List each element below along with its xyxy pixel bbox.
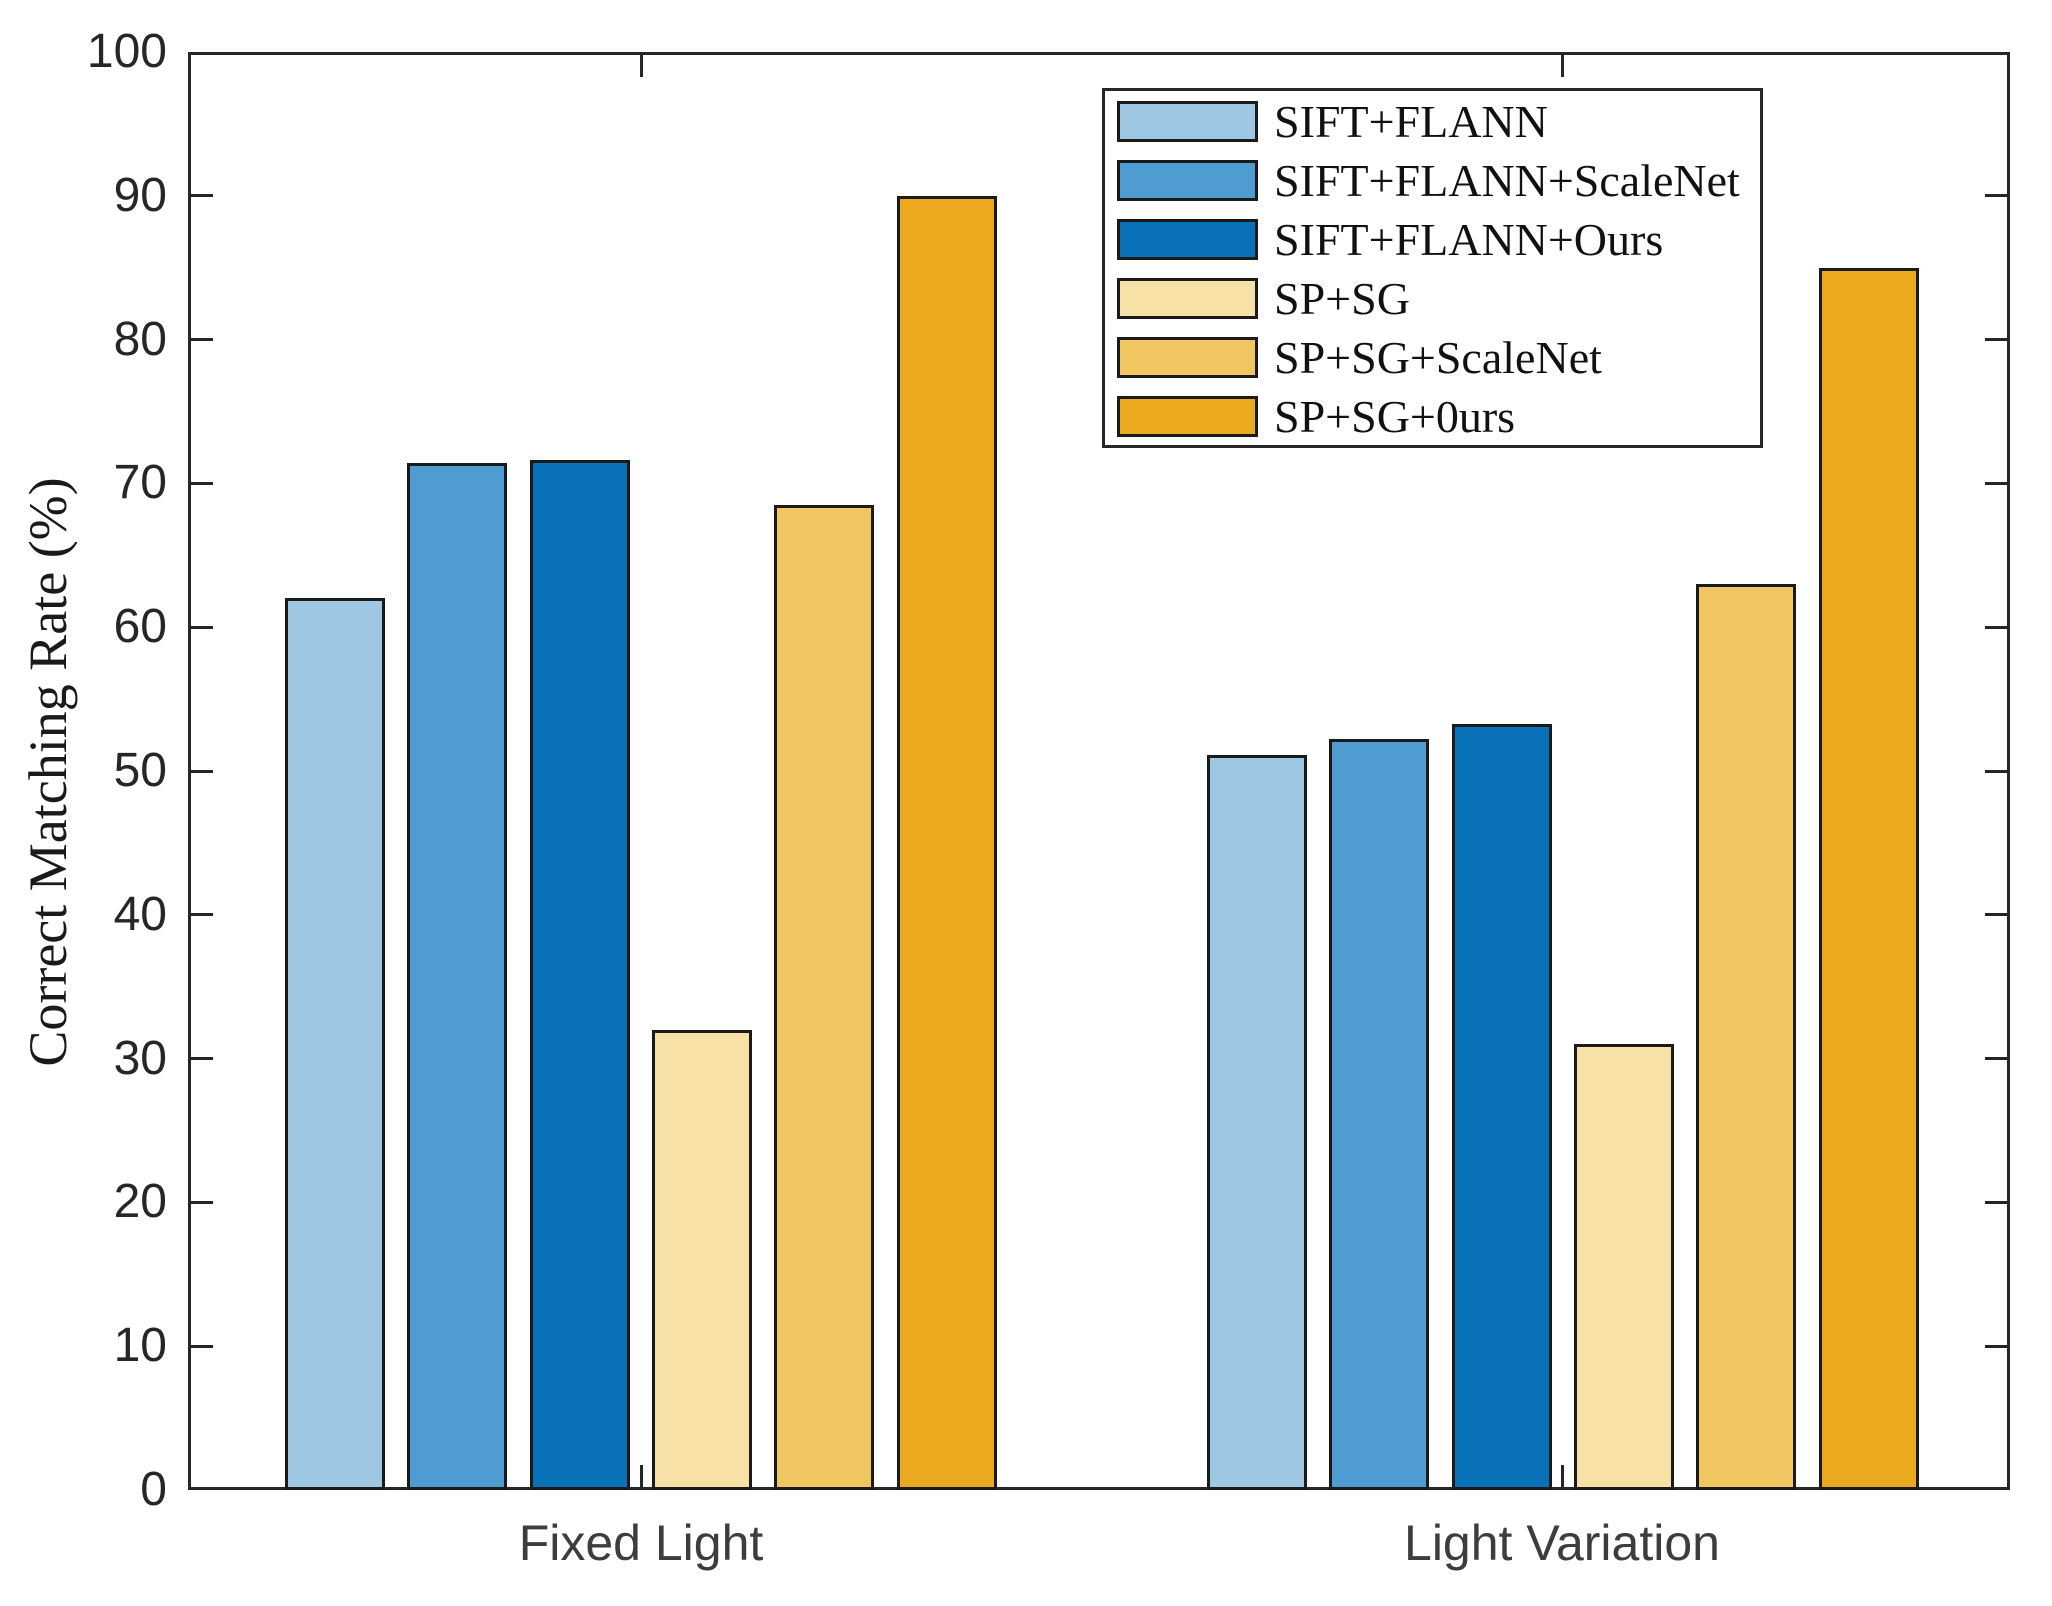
y-tick-right-30 xyxy=(1985,1057,2007,1061)
legend-label-sift-flann-ours: SIFT+FLANN+Ours xyxy=(1274,213,1664,265)
legend-swatch-sift-flann-ours xyxy=(1117,219,1258,260)
y-tick-right-80 xyxy=(1985,338,2007,342)
bar-fixed-light-sift-flann xyxy=(285,598,385,1490)
legend: SIFT+FLANN SIFT+FLANN+ScaleNet SIFT+FLANN+… xyxy=(1102,88,1763,448)
legend-item-sp-sg: SP+SG xyxy=(1117,272,1760,324)
x-category-label-fixed-light: Fixed Light xyxy=(518,1515,764,1571)
bar-fixed-light-sift-flann-scalenet xyxy=(407,463,508,1490)
x-tick-top-fixed-light xyxy=(639,55,643,77)
legend-swatch-sp-sg-scalenet xyxy=(1117,337,1258,378)
y-tick-label-90: 90 xyxy=(113,168,167,222)
legend-swatch-sift-flann-scalenet xyxy=(1117,160,1258,201)
y-tick-left-80 xyxy=(191,338,213,342)
bar-light-variation-sp-sg-0urs xyxy=(1818,267,1919,1490)
y-tick-right-40 xyxy=(1985,913,2007,917)
y-tick-left-10 xyxy=(191,1344,213,1348)
y-tick-left-90 xyxy=(191,194,213,198)
y-tick-label-10: 10 xyxy=(113,1319,167,1373)
y-tick-label-50: 50 xyxy=(113,744,167,797)
bar-light-variation-sift-flann-scalenet xyxy=(1329,739,1430,1490)
y-tick-label-100: 100 xyxy=(86,25,167,78)
legend-item-sp-sg-0urs: SP+SG+0urs xyxy=(1117,390,1760,442)
y-tick-label-60: 60 xyxy=(113,600,167,654)
y-tick-left-60 xyxy=(191,625,213,629)
y-tick-label-0: 0 xyxy=(140,1463,167,1516)
legend-item-sift-flann: SIFT+FLANN xyxy=(1117,95,1760,147)
legend-label-sp-sg: SP+SG xyxy=(1274,272,1410,324)
legend-label-sift-flann: SIFT+FLANN xyxy=(1274,95,1548,147)
bar-fixed-light-sp-sg xyxy=(651,1029,752,1490)
legend-item-sift-flann-scalenet: SIFT+FLANN+ScaleNet xyxy=(1117,154,1760,206)
x-tick-bottom-light-variation xyxy=(1560,1465,1564,1487)
y-tick-right-70 xyxy=(1985,481,2007,485)
legend-swatch-sp-sg xyxy=(1117,278,1258,319)
y-tick-left-20 xyxy=(191,1200,213,1204)
bar-light-variation-sp-sg xyxy=(1573,1044,1674,1490)
legend-item-sift-flann-ours: SIFT+FLANN+Ours xyxy=(1117,213,1760,265)
legend-label-sp-sg-scalenet: SP+SG+ScaleNet xyxy=(1274,331,1602,383)
bar-fixed-light-sift-flann-ours xyxy=(529,460,630,1490)
y-tick-label-40: 40 xyxy=(113,887,167,941)
y-tick-left-50 xyxy=(191,769,213,773)
y-tick-right-50 xyxy=(1985,769,2007,773)
y-tick-label-20: 20 xyxy=(113,1175,167,1229)
legend-swatch-sp-sg-0urs xyxy=(1117,396,1258,437)
x-category-label-light-variation: Light Variation xyxy=(1404,1515,1720,1571)
y-tick-label-80: 80 xyxy=(113,312,167,366)
legend-item-sp-sg-scalenet: SP+SG+ScaleNet xyxy=(1117,331,1760,383)
y-tick-right-20 xyxy=(1985,1200,2007,1204)
legend-label-sp-sg-0urs: SP+SG+0urs xyxy=(1274,390,1516,442)
bar-fixed-light-sp-sg-0urs xyxy=(896,195,997,1490)
y-tick-left-30 xyxy=(191,1057,213,1061)
plot-area xyxy=(188,52,2010,1490)
x-tick-top-light-variation xyxy=(1560,55,1564,77)
legend-label-sift-flann-scalenet: SIFT+FLANN+ScaleNet xyxy=(1274,154,1740,206)
bar-light-variation-sift-flann xyxy=(1207,755,1307,1490)
bar-light-variation-sp-sg-scalenet xyxy=(1696,584,1797,1490)
y-tick-right-10 xyxy=(1985,1344,2007,1348)
bar-fixed-light-sp-sg-scalenet xyxy=(774,504,875,1490)
y-tick-right-60 xyxy=(1985,625,2007,629)
x-tick-bottom-fixed-light xyxy=(639,1465,643,1487)
y-tick-label-70: 70 xyxy=(113,456,167,510)
bar-light-variation-sift-flann-ours xyxy=(1451,723,1552,1490)
y-tick-left-70 xyxy=(191,481,213,485)
y-tick-right-90 xyxy=(1985,194,2007,198)
legend-swatch-sift-flann xyxy=(1117,101,1258,142)
y-tick-left-40 xyxy=(191,913,213,917)
y-tick-label-30: 30 xyxy=(113,1031,167,1085)
